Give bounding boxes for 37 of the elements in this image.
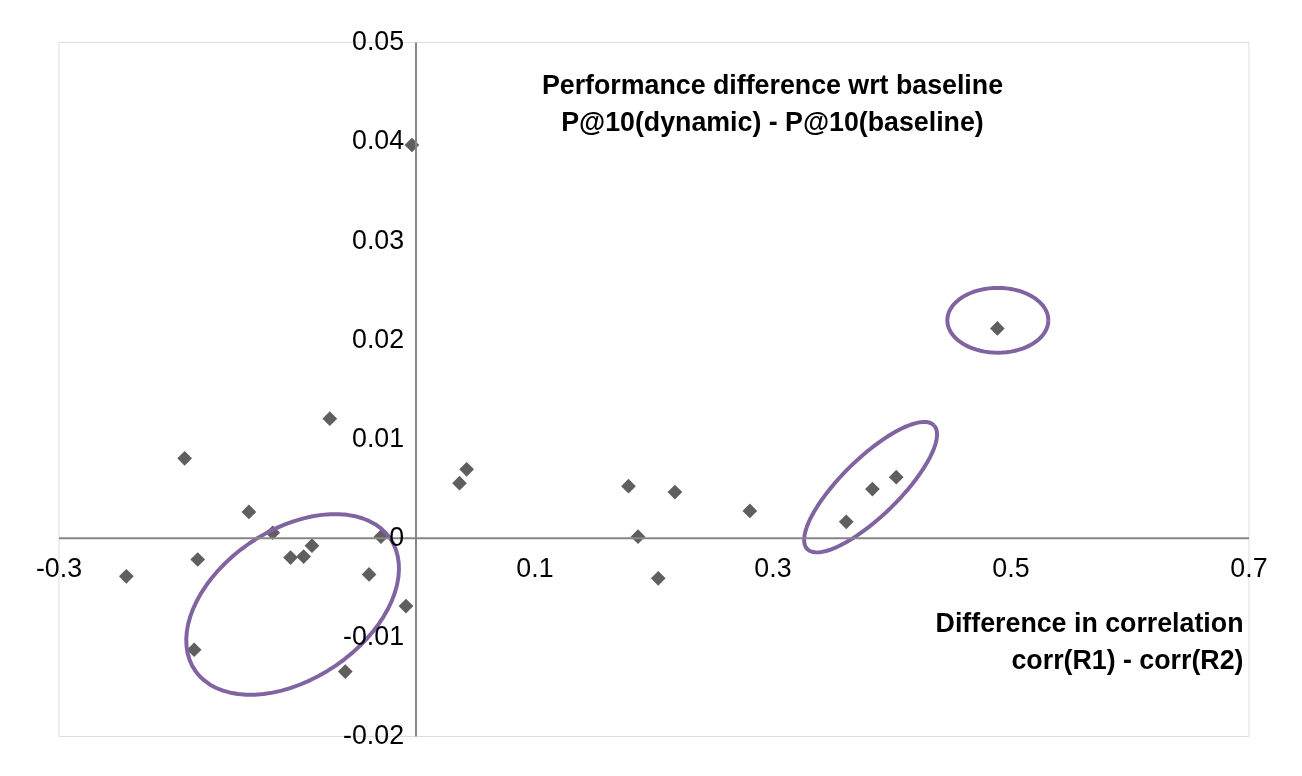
y-tick-label: 0.04 [351,125,405,156]
point [667,484,683,500]
point [322,411,338,427]
point [361,567,377,582]
point [118,569,134,584]
point [283,550,298,565]
x-tick-label: 0.7 [1230,552,1268,583]
y-tick-label: 0.02 [351,323,405,354]
point [621,478,636,494]
point [241,504,257,520]
point [452,475,467,491]
x-tick-label: 0.1 [516,552,554,583]
y-tick-label: 0.03 [351,224,405,255]
point [459,461,475,477]
point [304,538,320,553]
point [186,642,202,658]
y-tick-label: 0.05 [351,26,405,57]
point [865,481,880,497]
point [742,503,758,519]
x-axis-title: Difference in correlation corr(R1) - corr(R2) [935,607,1244,675]
y-axis-title: Performance difference wrt baseline P@10(dynamic) - P@10(baseline) [541,69,1004,137]
y-tick-label: 0 [389,522,405,553]
point [650,571,666,586]
point [177,451,192,466]
point [404,137,420,153]
point [190,552,206,567]
point [296,549,311,564]
y-tick-label: 0.01 [351,422,405,453]
y-tick-label: -0.02 [343,720,405,751]
point [888,469,904,485]
point [838,514,854,530]
point [398,598,414,614]
x-tick-label: 0.3 [754,552,792,583]
point [337,664,353,679]
x-tick-label: -0.3 [35,552,83,583]
x-tick-label: 0.5 [992,552,1030,583]
point [990,321,1005,336]
